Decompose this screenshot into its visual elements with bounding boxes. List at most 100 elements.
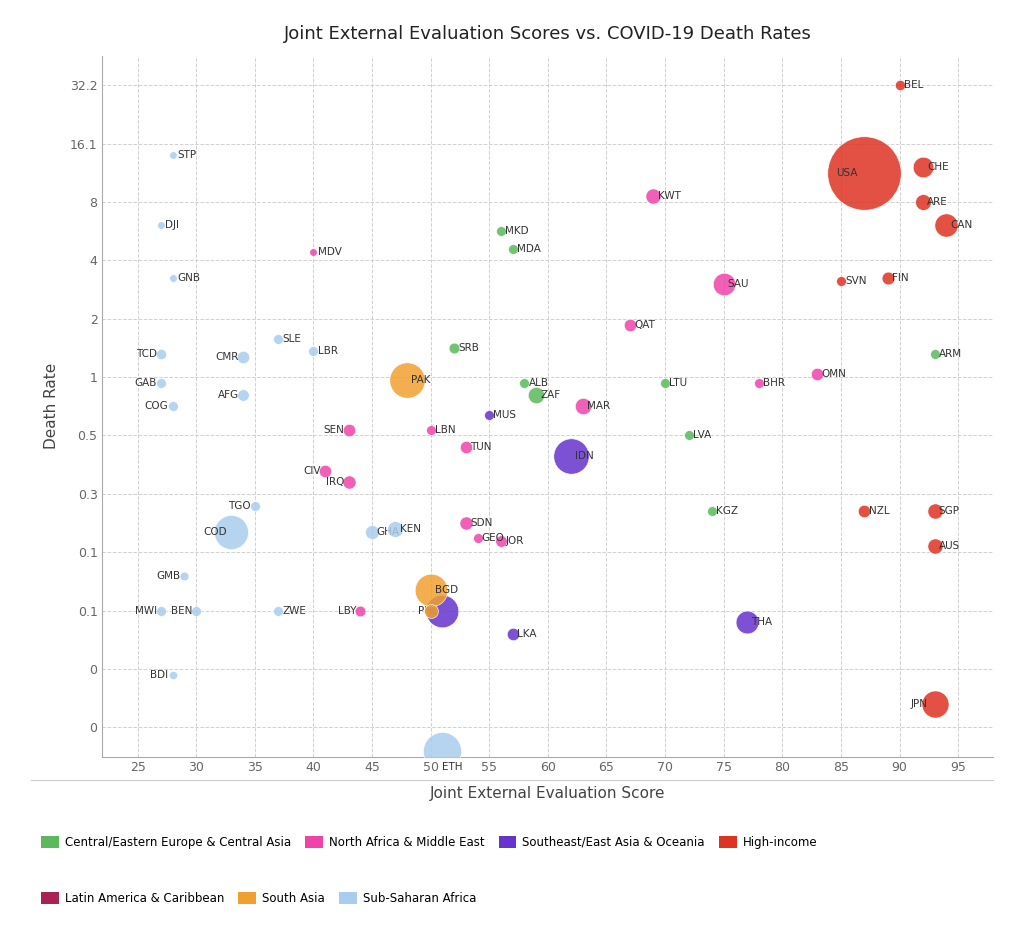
Text: BDI: BDI (151, 670, 169, 680)
Text: SVN: SVN (845, 276, 866, 286)
Point (364, 524, 380, 539)
Text: MKD: MKD (505, 226, 528, 236)
Text: LTU: LTU (670, 378, 687, 388)
Point (188, 603, 205, 618)
Text: SGP: SGP (939, 506, 959, 517)
Point (833, 274, 849, 289)
Point (927, 697, 943, 712)
Text: GNB: GNB (177, 273, 200, 283)
Point (645, 189, 662, 204)
Text: QAT: QAT (634, 319, 655, 330)
Text: ALB: ALB (528, 378, 549, 388)
Text: GAB: GAB (134, 378, 157, 388)
Text: CHE: CHE (927, 162, 949, 172)
Text: JPN: JPN (910, 699, 928, 709)
Point (880, 271, 896, 286)
Text: GMB: GMB (157, 571, 180, 581)
Text: ZAF: ZAF (541, 389, 560, 400)
Point (153, 218, 169, 233)
Point (622, 318, 638, 333)
Point (234, 387, 251, 402)
Text: IRQ: IRQ (326, 477, 344, 488)
Text: SRB: SRB (458, 343, 479, 353)
Point (387, 521, 403, 536)
Point (234, 349, 251, 364)
Point (165, 271, 181, 286)
Point (165, 667, 181, 682)
Text: COG: COG (144, 402, 169, 411)
Text: ARM: ARM (939, 348, 962, 359)
Point (165, 399, 181, 414)
Text: LVA: LVA (692, 431, 711, 441)
Text: SEN: SEN (324, 425, 344, 434)
Point (423, 583, 439, 598)
Text: LBN: LBN (435, 425, 456, 434)
Text: LBY: LBY (338, 605, 356, 616)
Point (563, 448, 580, 463)
Point (938, 218, 954, 233)
Y-axis label: Death Rate: Death Rate (44, 363, 58, 449)
Point (914, 160, 931, 175)
Point (445, 341, 462, 356)
Text: USA: USA (836, 168, 857, 177)
Point (493, 533, 509, 548)
Legend: Central/Eastern Europe & Central Asia, North Africa & Middle East, Southeast/Eas: Central/Eastern Europe & Central Asia, N… (37, 831, 822, 854)
Point (153, 375, 169, 390)
Point (423, 422, 439, 437)
Text: LBR: LBR (317, 346, 338, 356)
Point (423, 603, 439, 618)
Text: IDN: IDN (575, 451, 594, 460)
Text: GHA: GHA (376, 527, 399, 537)
Point (270, 332, 287, 347)
Point (927, 504, 943, 519)
Point (493, 224, 509, 239)
Point (340, 422, 356, 437)
Text: BEL: BEL (903, 80, 923, 91)
Text: CIV: CIV (303, 465, 321, 475)
Point (270, 603, 287, 618)
Point (305, 344, 322, 359)
Legend: Latin America & Caribbean, South Asia, Sub-Saharan Africa: Latin America & Caribbean, South Asia, S… (37, 887, 480, 910)
Point (223, 524, 240, 539)
Text: ARE: ARE (927, 197, 948, 207)
Text: BEN: BEN (171, 605, 193, 616)
Text: AUS: AUS (939, 542, 961, 551)
Point (914, 194, 931, 209)
Point (352, 603, 369, 618)
Point (458, 440, 474, 455)
Point (176, 568, 193, 583)
Text: KEN: KEN (399, 524, 421, 534)
Text: DJI: DJI (165, 220, 179, 231)
Text: KWT: KWT (657, 191, 680, 201)
Point (856, 165, 872, 180)
Text: JOR: JOR (505, 535, 523, 545)
Text: PAK: PAK (412, 375, 431, 385)
Point (656, 375, 673, 390)
Point (751, 375, 767, 390)
Point (481, 407, 498, 422)
Point (528, 387, 545, 402)
Text: CAN: CAN (950, 220, 973, 231)
Point (505, 627, 521, 642)
Point (153, 603, 169, 618)
Point (856, 504, 872, 519)
Point (739, 615, 756, 630)
Text: MUS: MUS (494, 410, 516, 420)
Point (680, 428, 696, 443)
Point (809, 367, 825, 382)
Text: BHR: BHR (763, 378, 785, 388)
Point (574, 399, 591, 414)
Point (340, 474, 356, 489)
Point (434, 603, 451, 618)
Point (153, 347, 169, 361)
Text: TCD: TCD (136, 348, 157, 359)
Text: NZL: NZL (868, 506, 889, 517)
Point (434, 743, 451, 758)
Point (505, 241, 521, 256)
Point (716, 276, 732, 291)
Text: THA: THA (752, 617, 772, 628)
Point (399, 373, 416, 388)
Title: Joint External Evaluation Scores vs. COVID-19 Death Rates: Joint External Evaluation Scores vs. COV… (284, 25, 812, 43)
Point (927, 539, 943, 554)
Text: MAR: MAR (587, 402, 610, 411)
